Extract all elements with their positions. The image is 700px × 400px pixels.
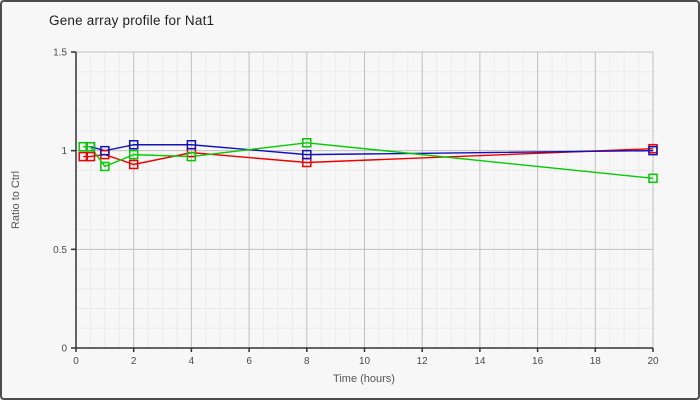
x-tick-label: 18 [590,356,602,367]
x-tick-label: 12 [417,356,429,367]
series-blue-marker [100,145,110,156]
series-green-marker [302,138,312,148]
series-red-marker [78,151,88,162]
x-tick-label: 2 [131,356,137,367]
series-red-marker [128,159,139,170]
series-green-marker [186,151,197,162]
x-tick-label: 4 [189,356,195,367]
series-green-marker [100,161,110,172]
x-tick-label: 8 [304,356,310,367]
y-tick-label: 0.5 [53,245,67,256]
x-tick-label: 6 [246,356,252,367]
x-tick-label: 14 [474,356,486,367]
series-green-line [83,142,654,179]
chart-title: Gene array profile for Nat1 [49,13,215,28]
x-tick-label: 10 [359,356,371,367]
x-tick-label: 16 [532,356,544,367]
series-blue-marker [302,149,312,160]
x-axis-label: Time (hours) [333,373,395,385]
series-green-marker [128,149,139,160]
series-blue-marker [648,145,658,156]
y-tick-label: 1 [61,146,67,157]
series-green-marker [78,141,88,152]
series-green-marker [85,141,96,152]
y-tick-label: 1.5 [53,48,67,59]
x-tick-label: 0 [73,356,79,367]
series-blue-marker [186,139,197,150]
series-red-line [83,147,654,166]
series-blue-marker [128,139,139,150]
y-tick-label: 0 [61,344,67,355]
series-green-marker [648,173,658,184]
x-tick-label: 20 [647,356,659,367]
series-red-marker [85,151,96,162]
